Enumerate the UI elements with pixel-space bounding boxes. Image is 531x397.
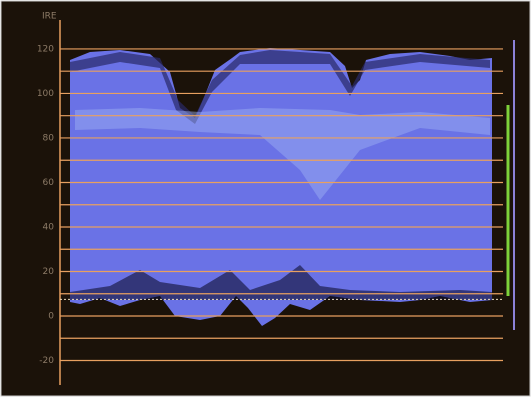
- y-tick-label: -20: [39, 356, 54, 366]
- y-tick-label: 60: [43, 178, 55, 188]
- y-tick-label: 40: [43, 222, 55, 232]
- axis-label: IRE: [42, 12, 57, 22]
- y-tick-label: 100: [37, 89, 54, 99]
- y-tick-label: 80: [43, 133, 55, 143]
- trace-highlight: [75, 108, 490, 200]
- trace-shadow: [70, 50, 490, 124]
- trace-floor: [70, 265, 492, 300]
- trace-body: [70, 48, 492, 326]
- waveform-trace: [70, 48, 492, 326]
- y-tick-label: 120: [37, 44, 54, 54]
- y-tick-label: 0: [48, 312, 54, 322]
- y-tick-label: 20: [43, 267, 55, 277]
